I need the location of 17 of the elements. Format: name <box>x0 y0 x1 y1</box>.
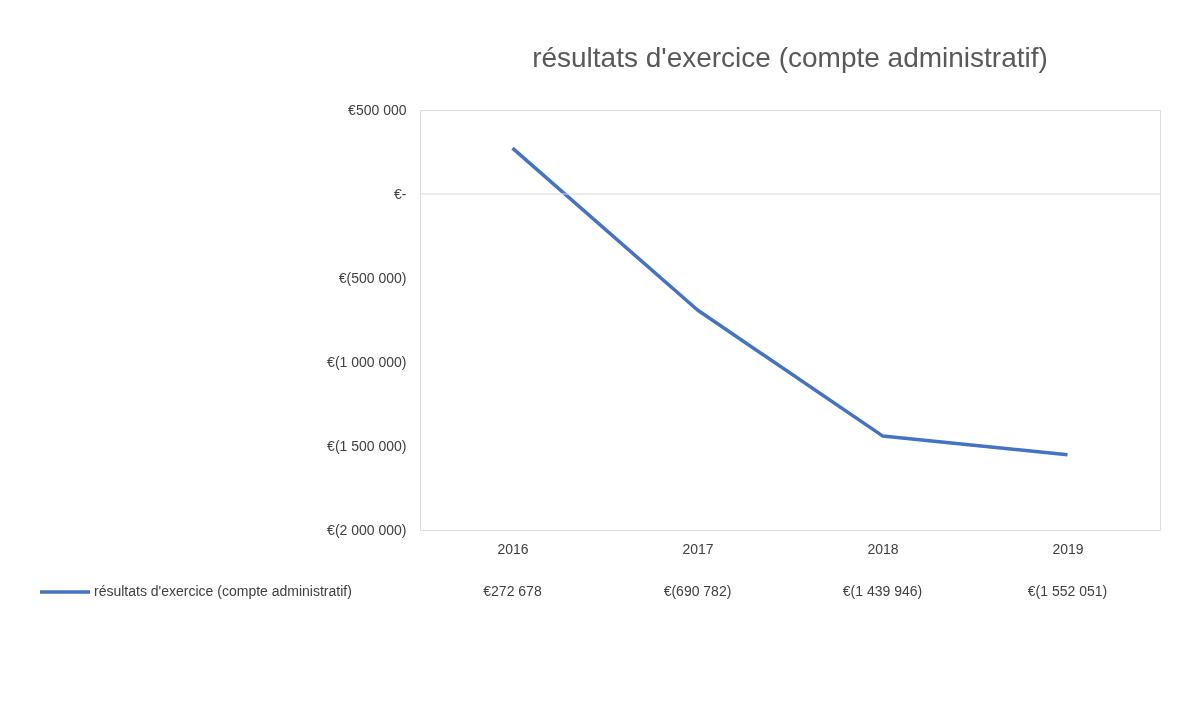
x-tick-label: 2017 <box>682 540 714 557</box>
y-tick-label: €500 000 <box>348 101 407 118</box>
y-tick-label: €- <box>394 185 407 202</box>
y-tick-label: €(500 000) <box>338 269 407 286</box>
x-tick-label: 2018 <box>867 540 899 557</box>
data-label: €(690 782) <box>663 583 732 599</box>
data-label: €272 678 <box>483 583 542 599</box>
chart-title: résultats d'exercice (compte administratif) <box>532 42 1048 73</box>
data-label: €(1 439 946) <box>842 583 923 599</box>
data-label: €(1 552 051) <box>1027 583 1108 599</box>
y-tick-label: €(2 000 000) <box>327 521 407 538</box>
x-tick-label: 2016 <box>497 540 529 557</box>
line-series <box>510 146 1070 457</box>
x-tick-label: 2019 <box>1052 540 1084 557</box>
legend-label: résultats d'exercice (compte administratif) <box>94 583 352 599</box>
y-tick-label: €(1 500 000) <box>327 437 407 454</box>
y-tick-label: €(1 000 000) <box>327 353 407 370</box>
